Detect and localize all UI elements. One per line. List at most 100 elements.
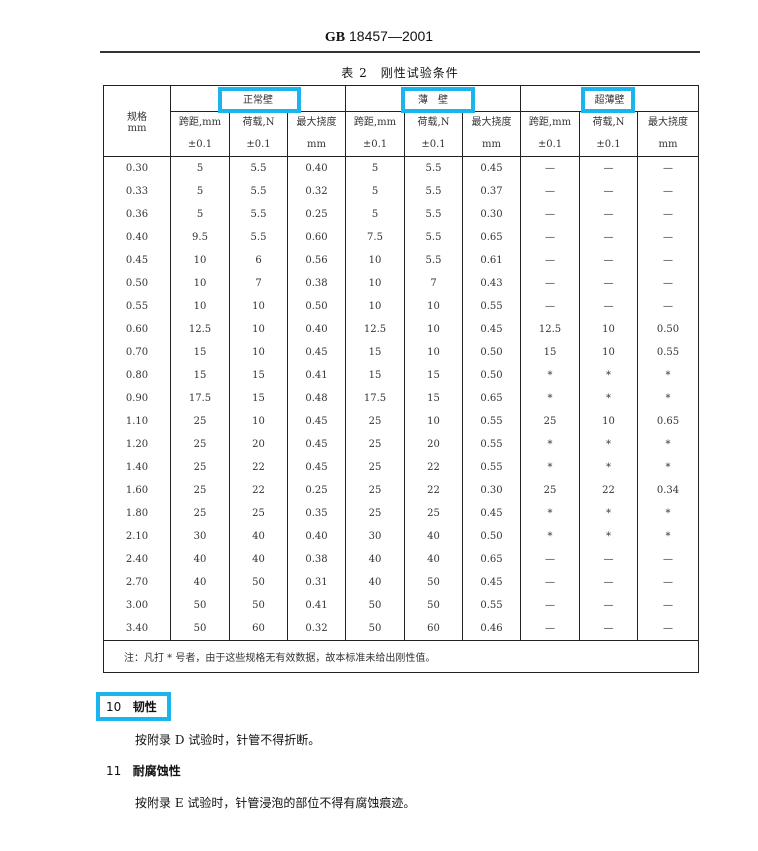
spec-cell: 0.45 bbox=[103, 249, 171, 272]
value-cell: * bbox=[637, 387, 699, 410]
spec-cell: 2.70 bbox=[103, 571, 171, 594]
table-row: 0.45 10 6 0.56 10 5.5 0.61— — — bbox=[103, 249, 699, 272]
value-cell: 10 bbox=[229, 341, 288, 364]
rigidity-test-table: 规格 mm 正常壁 薄 壁 超薄壁 跨距,mm ±0.1 荷载,N ±0.1 最大挠度 mm… bbox=[103, 85, 699, 673]
value-cell: 15 bbox=[345, 364, 405, 387]
value-cell: — bbox=[520, 548, 580, 571]
value-cell: 10 bbox=[404, 295, 463, 318]
value-cell: 25 bbox=[404, 502, 463, 525]
value-cell: — bbox=[579, 617, 638, 641]
value-cell: — bbox=[579, 571, 638, 594]
value-cell: — bbox=[520, 203, 580, 226]
value-cell: 10 bbox=[579, 410, 638, 433]
value-cell: — bbox=[579, 226, 638, 249]
value-cell: 12.5 bbox=[345, 318, 405, 341]
column-header: 荷载,N ±0.1 bbox=[229, 111, 288, 157]
spec-header: 规格 mm bbox=[103, 85, 171, 157]
value-cell: 7 bbox=[404, 272, 463, 295]
value-cell: — bbox=[637, 617, 699, 641]
value-cell: — bbox=[579, 203, 638, 226]
value-cell: — bbox=[637, 594, 699, 617]
value-cell: — bbox=[579, 249, 638, 272]
spec-cell: 0.33 bbox=[103, 180, 171, 203]
value-cell: 0.55 bbox=[462, 594, 521, 617]
value-cell: 10 bbox=[345, 272, 405, 295]
spec-cell: 1.20 bbox=[103, 433, 171, 456]
value-cell: — bbox=[637, 180, 699, 203]
table-row: 0.90 17.5 15 0.48 17.5 15 0.65 * * * bbox=[103, 387, 699, 410]
spec-cell: 0.80 bbox=[103, 364, 171, 387]
value-cell: 0.30 bbox=[462, 203, 521, 226]
value-cell: 0.25 bbox=[287, 203, 346, 226]
value-cell: — bbox=[637, 203, 699, 226]
value-cell: 0.41 bbox=[287, 364, 346, 387]
value-cell: — bbox=[520, 272, 580, 295]
value-cell: 10 bbox=[404, 318, 463, 341]
column-header: 跨距,mm ±0.1 bbox=[170, 111, 230, 157]
section-10-body: 按附录 D 试验时，针管不得折断。 bbox=[135, 733, 321, 747]
highlight-box bbox=[218, 87, 301, 113]
value-cell: 0.45 bbox=[462, 156, 521, 180]
table-row: 0.60 12.5 10 0.40 12.5 10 0.45 12.5 10 0.50 bbox=[103, 318, 699, 341]
value-cell: 0.45 bbox=[287, 456, 346, 479]
value-cell: 0.56 bbox=[287, 249, 346, 272]
document-header: GB 18457—2001 bbox=[0, 28, 758, 46]
value-cell: 50 bbox=[229, 594, 288, 617]
value-cell: 5 bbox=[170, 203, 230, 226]
value-cell: 15 bbox=[404, 387, 463, 410]
value-cell: 0.50 bbox=[462, 364, 521, 387]
table-row: 0.80 15 15 0.41 15 15 0.50 * * * bbox=[103, 364, 699, 387]
value-cell: 0.55 bbox=[637, 341, 699, 364]
value-cell: 15 bbox=[170, 364, 230, 387]
value-cell: — bbox=[579, 548, 638, 571]
value-cell: * bbox=[579, 387, 638, 410]
value-cell: 0.45 bbox=[462, 502, 521, 525]
value-cell: 15 bbox=[345, 341, 405, 364]
value-cell: 25 bbox=[229, 502, 288, 525]
value-cell: 17.5 bbox=[345, 387, 405, 410]
value-cell: 0.65 bbox=[462, 548, 521, 571]
value-cell: * bbox=[579, 502, 638, 525]
value-cell: 15 bbox=[229, 364, 288, 387]
value-cell: 0.40 bbox=[287, 318, 346, 341]
table-row: 0.50 10 7 0.38 10 7 0.43— — — bbox=[103, 272, 699, 295]
value-cell: 22 bbox=[229, 456, 288, 479]
column-header: 荷载,N ±0.1 bbox=[404, 111, 463, 157]
value-cell: 50 bbox=[345, 617, 405, 641]
value-cell: — bbox=[637, 272, 699, 295]
table-row: 0.70 15 10 0.45 15 10 0.50 15 10 0.55 bbox=[103, 341, 699, 364]
value-cell: 50 bbox=[229, 571, 288, 594]
value-cell: 5 bbox=[170, 180, 230, 203]
value-cell: — bbox=[520, 594, 580, 617]
value-cell: 60 bbox=[229, 617, 288, 641]
value-cell: 0.55 bbox=[462, 410, 521, 433]
value-cell: 25 bbox=[520, 479, 580, 502]
table-row: 0.30 5 5.5 0.40 5 5.5 0.45— — — bbox=[103, 156, 699, 180]
value-cell: 5.5 bbox=[404, 203, 463, 226]
value-cell: 5.5 bbox=[404, 249, 463, 272]
table-row: 3.40 50 60 0.32 50 60 0.46— — — bbox=[103, 617, 699, 641]
value-cell: * bbox=[637, 502, 699, 525]
value-cell: 5.5 bbox=[404, 180, 463, 203]
value-cell: 25 bbox=[345, 479, 405, 502]
spec-cell: 2.10 bbox=[103, 525, 171, 548]
table-row: 2.10 30 40 0.40 30 40 0.50 * * * bbox=[103, 525, 699, 548]
table-note: 注：凡打 * 号者，由于这些规格无有效数据，故本标准未给出刚性值。 bbox=[103, 640, 699, 673]
value-cell: — bbox=[637, 571, 699, 594]
value-cell: — bbox=[637, 548, 699, 571]
table-row: 0.33 5 5.5 0.32 5 5.5 0.37— — — bbox=[103, 180, 699, 203]
value-cell: — bbox=[637, 156, 699, 180]
value-cell: 0.40 bbox=[287, 156, 346, 180]
table-row: 2.70 40 50 0.31 40 50 0.45— — — bbox=[103, 571, 699, 594]
value-cell: 0.31 bbox=[287, 571, 346, 594]
table-row: 0.40 9.5 5.5 0.60 7.5 5.5 0.65— — — bbox=[103, 226, 699, 249]
value-cell: 50 bbox=[170, 594, 230, 617]
value-cell: * bbox=[637, 456, 699, 479]
value-cell: 25 bbox=[170, 433, 230, 456]
value-cell: 40 bbox=[170, 571, 230, 594]
value-cell: 0.38 bbox=[287, 272, 346, 295]
value-cell: 10 bbox=[404, 341, 463, 364]
spec-cell: 1.60 bbox=[103, 479, 171, 502]
value-cell: * bbox=[520, 387, 580, 410]
value-cell: 40 bbox=[345, 548, 405, 571]
